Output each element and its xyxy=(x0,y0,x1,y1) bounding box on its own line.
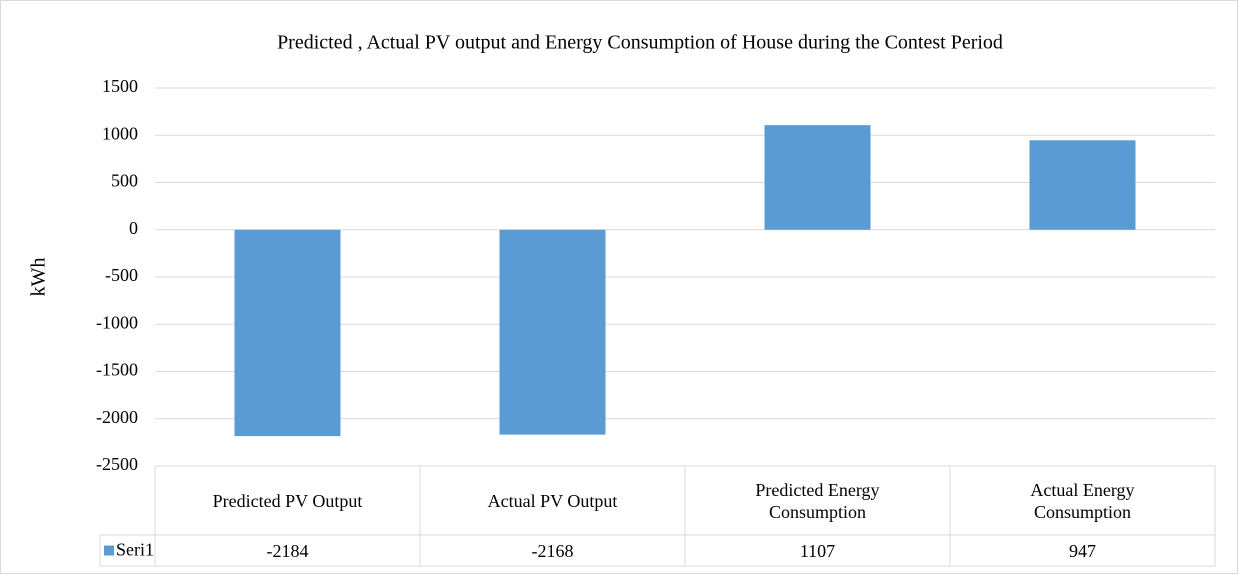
legend-label: Seri1 xyxy=(116,540,154,560)
chart-title: Predicted , Actual PV output and Energy … xyxy=(277,32,1003,54)
bar xyxy=(1029,140,1136,230)
legend-key xyxy=(104,545,114,556)
y-tick-label: -2000 xyxy=(96,407,138,427)
x-tick-label: Actual Energy Consumption xyxy=(1030,479,1135,522)
table-value: 1107 xyxy=(799,540,836,561)
y-tick-label: -1500 xyxy=(96,360,138,380)
y-tick-label: 500 xyxy=(111,171,138,191)
y-tick-label: 0 xyxy=(129,218,138,238)
x-tick-label: Predicted Energy Consumption xyxy=(755,479,880,522)
table-value: 947 xyxy=(1069,540,1096,561)
y-tick-label: -2500 xyxy=(96,454,138,474)
x-tick-label: Actual PV Output xyxy=(487,490,618,511)
table-value: -2168 xyxy=(531,540,574,561)
y-tick-label: -1000 xyxy=(96,312,138,332)
bar xyxy=(764,125,871,230)
table-value: -2184 xyxy=(266,540,309,561)
y-tick-label: -500 xyxy=(105,265,138,285)
y-axis-label: kWh xyxy=(28,258,50,297)
y-tick-label: 1500 xyxy=(102,76,138,96)
x-tick-label: Predicted PV Output xyxy=(212,490,363,511)
y-tick-label: 1000 xyxy=(102,123,138,143)
bar xyxy=(234,229,341,437)
bar xyxy=(499,229,606,435)
